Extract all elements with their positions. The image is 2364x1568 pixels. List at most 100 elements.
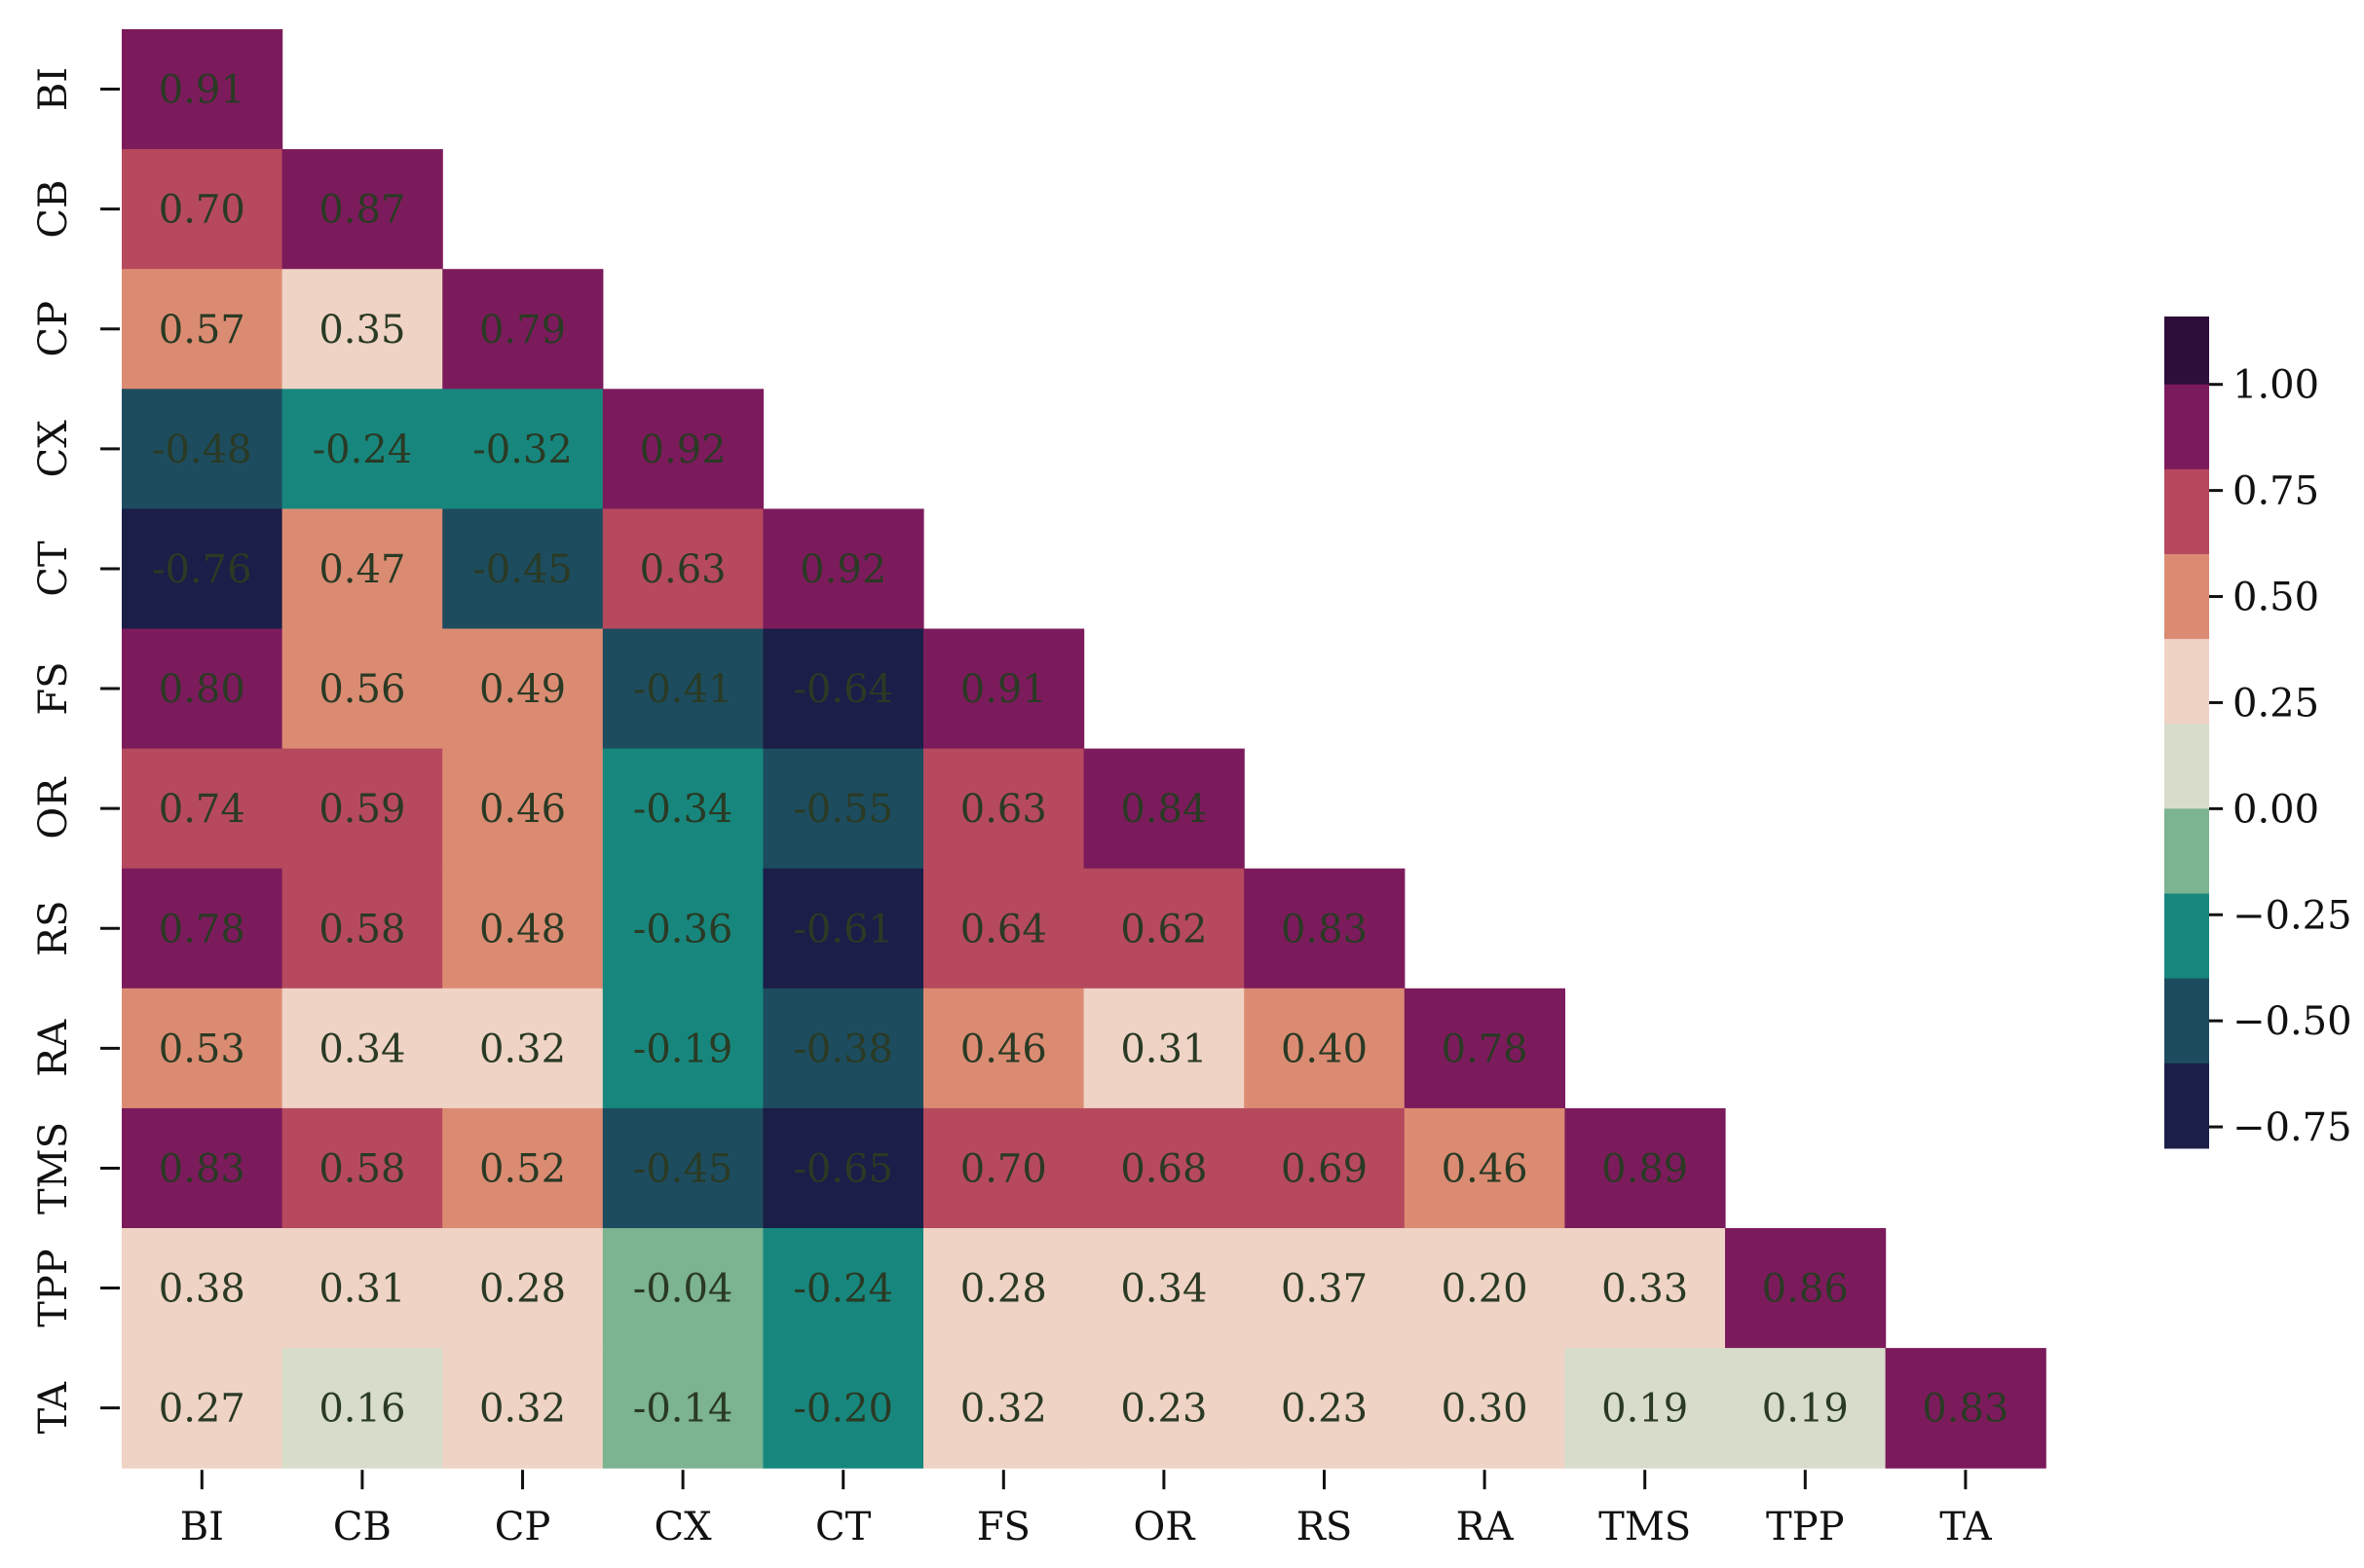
cell-value-label: 0.63 [960,787,1047,832]
cell-value-label: 0.80 [159,667,245,712]
cell-value-label: 0.28 [479,1267,566,1312]
cell-value-label: -0.41 [633,667,733,712]
x-tick-label-TPP: TPP [1766,1505,1845,1549]
cell-value-label: 0.58 [319,907,405,952]
colorbar-tick-label: 0.00 [2233,787,2319,832]
y-tick-label-RA: RA [31,1019,76,1077]
cell-value-label: 0.20 [1442,1267,1528,1312]
cell-value-label: 0.58 [319,1146,405,1191]
x-tick-label-CX: CX [655,1505,713,1549]
correlation-heatmap: 0.910.70 0.870.57 0.35 0.79-0.48 -0.24 -0.32 0… [0,0,2364,1568]
cell-value-label: 0.56 [319,667,405,712]
cell-value-label: 0.31 [1120,1027,1207,1071]
y-tick-label-TPP: TPP [31,1249,76,1327]
cell-value-label: -0.61 [793,907,893,952]
cell-value-label: -0.76 [152,547,252,592]
x-tick-label-CB: CB [333,1505,392,1549]
cell-value-label: 0.34 [319,1027,405,1071]
cell-value-label: 0.89 [1601,1146,1688,1191]
colorbar-tick-label: −0.75 [2233,1105,2352,1150]
cell-value-label: 0.32 [479,1387,566,1432]
colorbar-bin [2164,724,2209,809]
cell-value-label: 0.28 [960,1267,1047,1312]
cell-value-label: 0.23 [1281,1387,1368,1432]
colorbar-bin [2164,893,2209,979]
cell-value-label: 0.40 [1281,1027,1368,1071]
colorbar-bin [2164,639,2209,725]
x-tick-label-RA: RA [1456,1505,1515,1549]
heatmap-cells [122,29,2046,1469]
x-tick-label-CT: CT [815,1505,872,1549]
x-tick-label-CP: CP [495,1505,551,1549]
cell-value-label: 0.63 [640,547,727,592]
cell-value-label: 0.35 [319,308,405,353]
y-tick-label-CB: CB [31,180,76,239]
cell-value-label: 0.92 [800,547,886,592]
cell-value-label: -0.65 [793,1146,893,1191]
y-tick-label-RS: RS [31,900,76,956]
cell-value-label: 0.87 [319,188,405,233]
cell-value-label: -0.36 [633,907,733,952]
cell-value-label: 0.91 [960,667,1047,712]
cell-value-label: -0.38 [793,1027,893,1071]
cell-value-label: 0.79 [479,308,566,353]
colorbar: 1.00 0.75 0.50 0.25 0.00 −0.25 −0.50 −0.75 [2164,317,2352,1150]
cell-value-label: 0.23 [1120,1387,1207,1432]
cell-value-label: 0.27 [159,1387,245,1432]
colorbar-tick-label: −0.50 [2233,999,2352,1044]
cell-value-label: 0.57 [159,308,245,353]
cell-value-label: -0.14 [633,1387,733,1432]
cell-value-label: -0.19 [633,1027,733,1071]
colorbar-tick-label: −0.25 [2233,893,2352,938]
cell-value-label: 0.32 [479,1027,566,1071]
cell-value-label: 0.86 [1762,1267,1849,1312]
x-tick-label-TMS: TMS [1598,1505,1691,1549]
x-tick-label-FS: FS [977,1505,1031,1549]
colorbar-tick-label: 0.50 [2233,576,2319,620]
cell-value-label: 0.38 [159,1267,245,1312]
cell-value-label: 0.68 [1120,1146,1207,1191]
x-tick-label-RS: RS [1296,1505,1353,1549]
y-tick-label-TMS: TMS [31,1122,76,1214]
y-tick-label-OR: OR [31,776,76,840]
cell-value-label: 0.47 [319,547,405,592]
cell-value-label: 0.19 [1762,1387,1849,1432]
cell-value-label: 0.83 [159,1146,245,1191]
y-tick-label-BI: BI [31,67,76,111]
cell-value-label: 0.83 [1922,1387,2008,1432]
cell-value-label: 0.83 [1281,907,1368,952]
colorbar-bin [2164,469,2209,555]
colorbar-bin [2164,385,2209,470]
y-axis: BI CB CP CX CT FS OR RS RA TMS TPP TA [31,67,120,1434]
y-tick-label-CP: CP [31,301,76,357]
cell-value-label: 0.46 [960,1027,1047,1071]
cell-value-label: -0.45 [633,1146,733,1191]
cell-value-label: 0.31 [319,1267,405,1312]
colorbar-bin [2164,979,2209,1064]
cell-value-label: -0.24 [313,428,413,472]
cell-value-label: 0.53 [159,1027,245,1071]
x-tick-label-BI: BI [180,1505,224,1549]
colorbar-tick-label: 0.25 [2233,681,2319,726]
cell-value-label: -0.45 [472,547,573,592]
cell-value-label: 0.32 [960,1387,1047,1432]
y-tick-label-FS: FS [31,661,76,715]
colorbar-bin [2164,554,2209,640]
cell-value-label: -0.04 [633,1267,733,1312]
cell-value-label: 0.19 [1601,1387,1688,1432]
cell-value-label: 0.62 [1120,907,1207,952]
cell-value-label: 0.49 [479,667,566,712]
cell-value-label: 0.16 [319,1387,405,1432]
cell-value-label: 0.48 [479,907,566,952]
cell-value-label: 0.64 [960,907,1047,952]
colorbar-tick-label: 1.00 [2233,363,2319,408]
cell-value-label: 0.52 [479,1146,566,1191]
cell-value-label: 0.46 [1442,1146,1528,1191]
cell-value-label: 0.84 [1120,787,1207,832]
cell-value-label: 0.70 [159,188,245,233]
cell-value-label: 0.91 [159,68,245,113]
y-tick-label-TA: TA [31,1381,76,1434]
cell-value-label: 0.37 [1281,1267,1368,1312]
cell-value-label: 0.69 [1281,1146,1368,1191]
colorbar-bin [2164,808,2209,894]
